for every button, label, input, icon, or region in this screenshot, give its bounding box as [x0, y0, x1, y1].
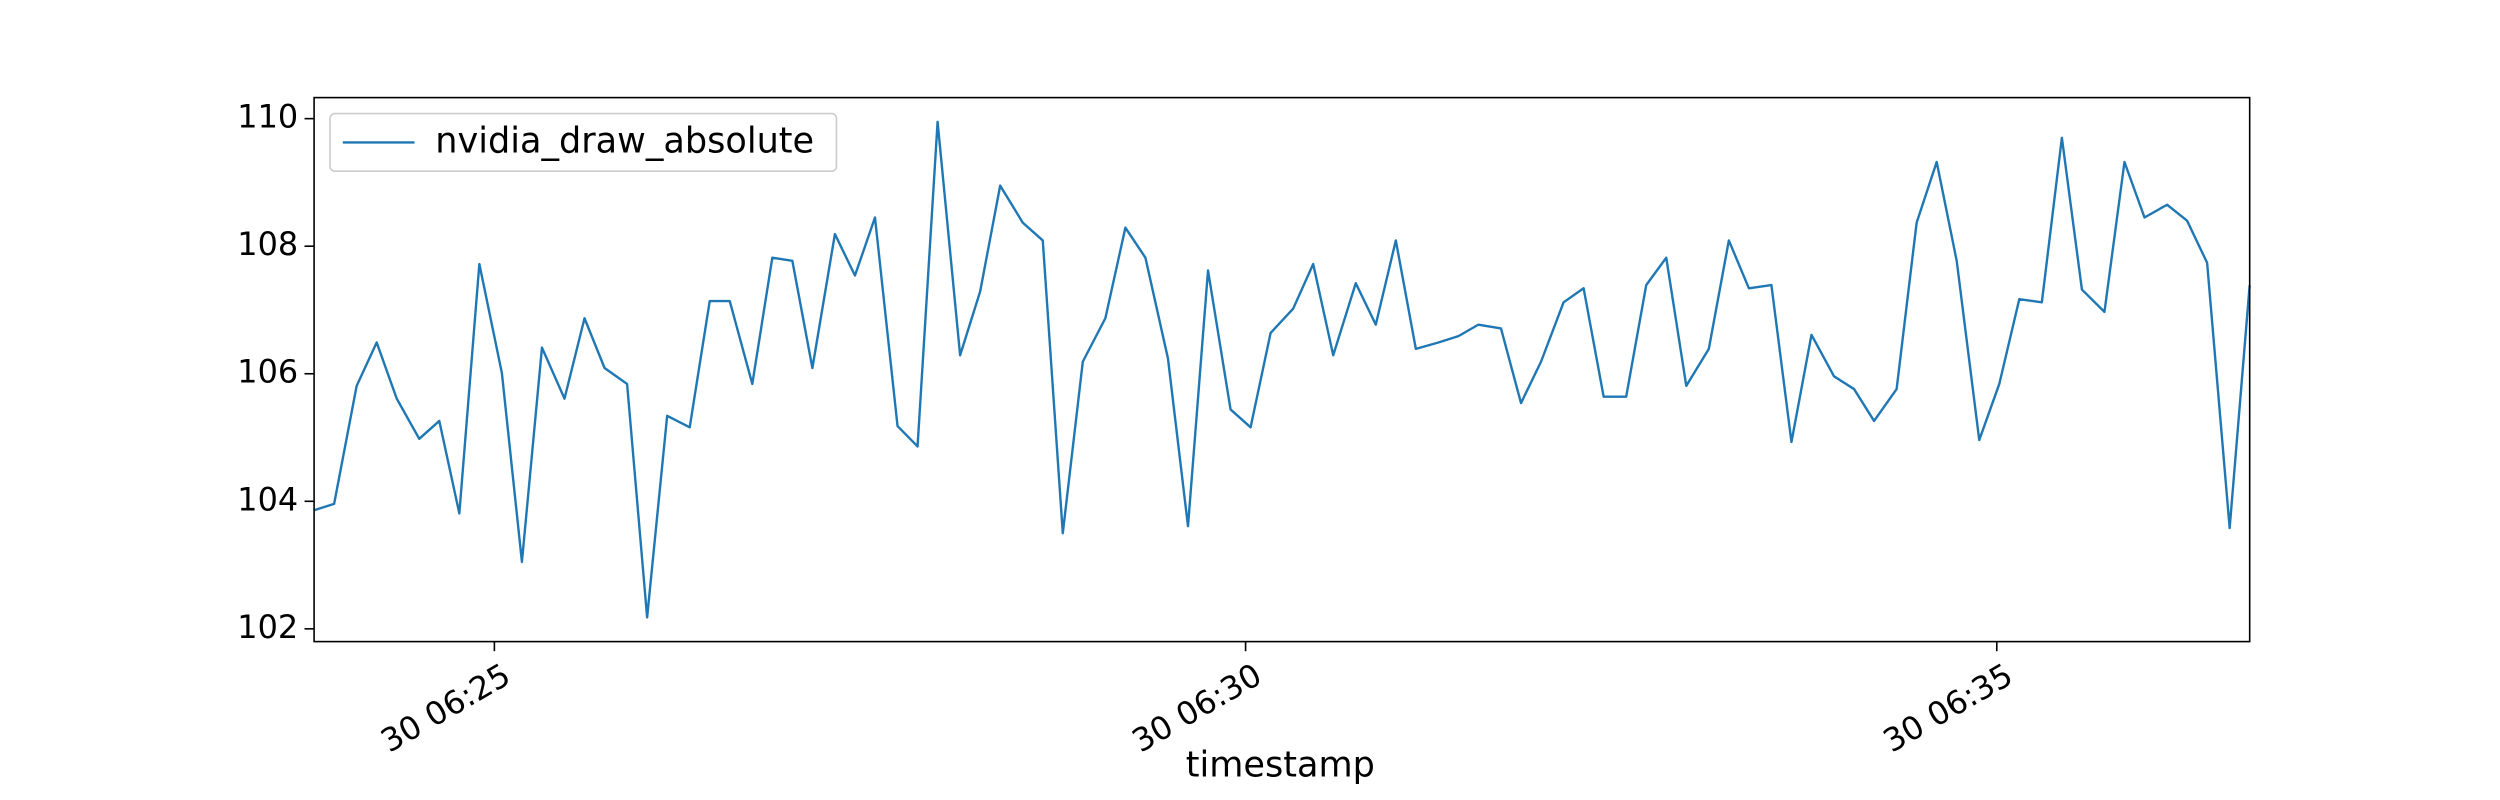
- legend-box: [329, 112, 838, 172]
- y-tick-label: 108: [237, 225, 298, 263]
- series-line: [313, 120, 2251, 619]
- y-tick-label: 106: [237, 353, 298, 391]
- y-tick-label: 104: [237, 480, 298, 518]
- y-tick-label: 102: [237, 608, 298, 646]
- legend: nvidia_draw_absolute: [329, 112, 838, 172]
- x-axis-label: timestamp: [1186, 744, 1375, 785]
- plot-frame: [313, 96, 2251, 643]
- legend-label: nvidia_draw_absolute: [435, 120, 814, 161]
- y-tick-label: 110: [237, 98, 298, 136]
